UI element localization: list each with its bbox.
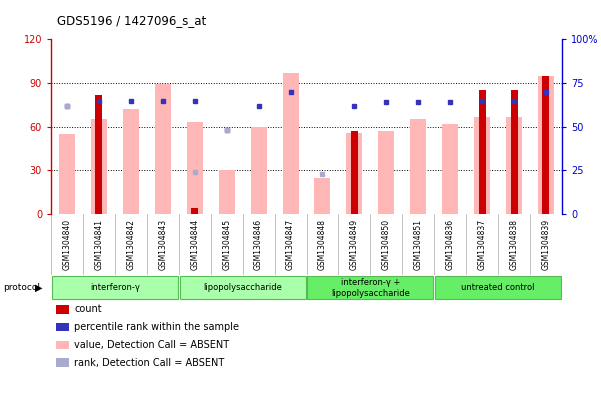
Text: lipopolysaccharide: lipopolysaccharide xyxy=(203,283,282,292)
Text: GSM1304836: GSM1304836 xyxy=(446,219,455,270)
Bar xyxy=(219,171,234,214)
Bar xyxy=(543,76,549,214)
Bar xyxy=(351,131,358,214)
Bar xyxy=(410,119,426,214)
Bar xyxy=(538,76,554,214)
Bar xyxy=(56,305,69,314)
Bar xyxy=(187,122,203,214)
Text: GSM1304851: GSM1304851 xyxy=(413,219,423,270)
Bar xyxy=(56,358,69,367)
Bar xyxy=(442,124,458,214)
Bar xyxy=(180,276,305,299)
Bar xyxy=(478,90,486,214)
Bar xyxy=(191,208,198,214)
Text: GSM1304837: GSM1304837 xyxy=(478,219,487,270)
Bar xyxy=(251,127,267,214)
Text: GSM1304841: GSM1304841 xyxy=(94,219,103,270)
Bar xyxy=(155,84,171,214)
Bar xyxy=(379,131,394,214)
Bar xyxy=(96,95,103,214)
Text: rank, Detection Call = ABSENT: rank, Detection Call = ABSENT xyxy=(74,358,224,367)
Text: GSM1304840: GSM1304840 xyxy=(63,219,72,270)
Text: value, Detection Call = ABSENT: value, Detection Call = ABSENT xyxy=(74,340,229,350)
Text: GSM1304842: GSM1304842 xyxy=(126,219,135,270)
Bar xyxy=(435,276,561,299)
Text: GSM1304838: GSM1304838 xyxy=(510,219,519,270)
Bar xyxy=(474,117,490,214)
Bar xyxy=(91,119,107,214)
Bar xyxy=(123,109,139,214)
Text: percentile rank within the sample: percentile rank within the sample xyxy=(74,322,239,332)
Text: GSM1304850: GSM1304850 xyxy=(382,219,391,270)
Bar xyxy=(56,341,69,349)
Text: GSM1304845: GSM1304845 xyxy=(222,219,231,270)
Text: GSM1304846: GSM1304846 xyxy=(254,219,263,270)
Bar xyxy=(510,90,517,214)
Text: ▶: ▶ xyxy=(35,283,42,293)
Text: GSM1304847: GSM1304847 xyxy=(286,219,295,270)
Text: interferon-γ: interferon-γ xyxy=(90,283,140,292)
Bar xyxy=(314,178,331,214)
Bar xyxy=(282,73,299,214)
Text: count: count xyxy=(74,305,102,314)
Text: GSM1304848: GSM1304848 xyxy=(318,219,327,270)
Text: GSM1304844: GSM1304844 xyxy=(191,219,200,270)
Bar xyxy=(308,276,433,299)
Bar xyxy=(506,117,522,214)
Text: GSM1304839: GSM1304839 xyxy=(542,219,551,270)
Text: interferon-γ +
lipopolysaccharide: interferon-γ + lipopolysaccharide xyxy=(331,278,410,298)
Bar xyxy=(52,276,178,299)
Bar xyxy=(346,132,362,214)
Bar xyxy=(59,134,75,214)
Text: GDS5196 / 1427096_s_at: GDS5196 / 1427096_s_at xyxy=(57,14,206,27)
Text: GSM1304843: GSM1304843 xyxy=(158,219,167,270)
Bar xyxy=(56,323,69,331)
Text: GSM1304849: GSM1304849 xyxy=(350,219,359,270)
Text: protocol: protocol xyxy=(3,283,40,292)
Text: untreated control: untreated control xyxy=(462,283,535,292)
